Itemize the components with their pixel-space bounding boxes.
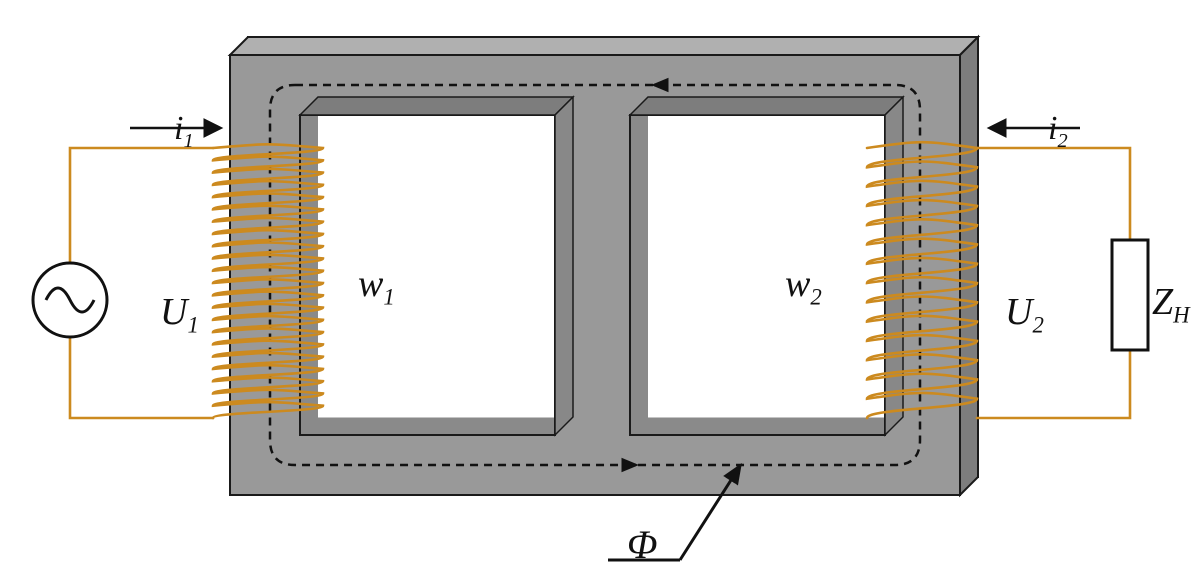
core (230, 37, 978, 495)
label-Phi: Φ (627, 521, 657, 568)
label-U2: U2 (1005, 290, 1044, 339)
secondary-circuit (977, 148, 1148, 418)
label-ZH: ZH (1152, 280, 1190, 329)
label-w2: w2 (785, 262, 822, 311)
diagram-svg (0, 0, 1200, 575)
label-i2: i2 (1048, 110, 1068, 153)
transformer-diagram: i1 i2 U1 U2 w1 w2 ZH Φ (0, 0, 1200, 575)
label-w1: w1 (358, 262, 395, 311)
label-i1: i1 (174, 110, 194, 153)
label-U1: U1 (160, 290, 199, 339)
primary-circuit (33, 148, 213, 418)
